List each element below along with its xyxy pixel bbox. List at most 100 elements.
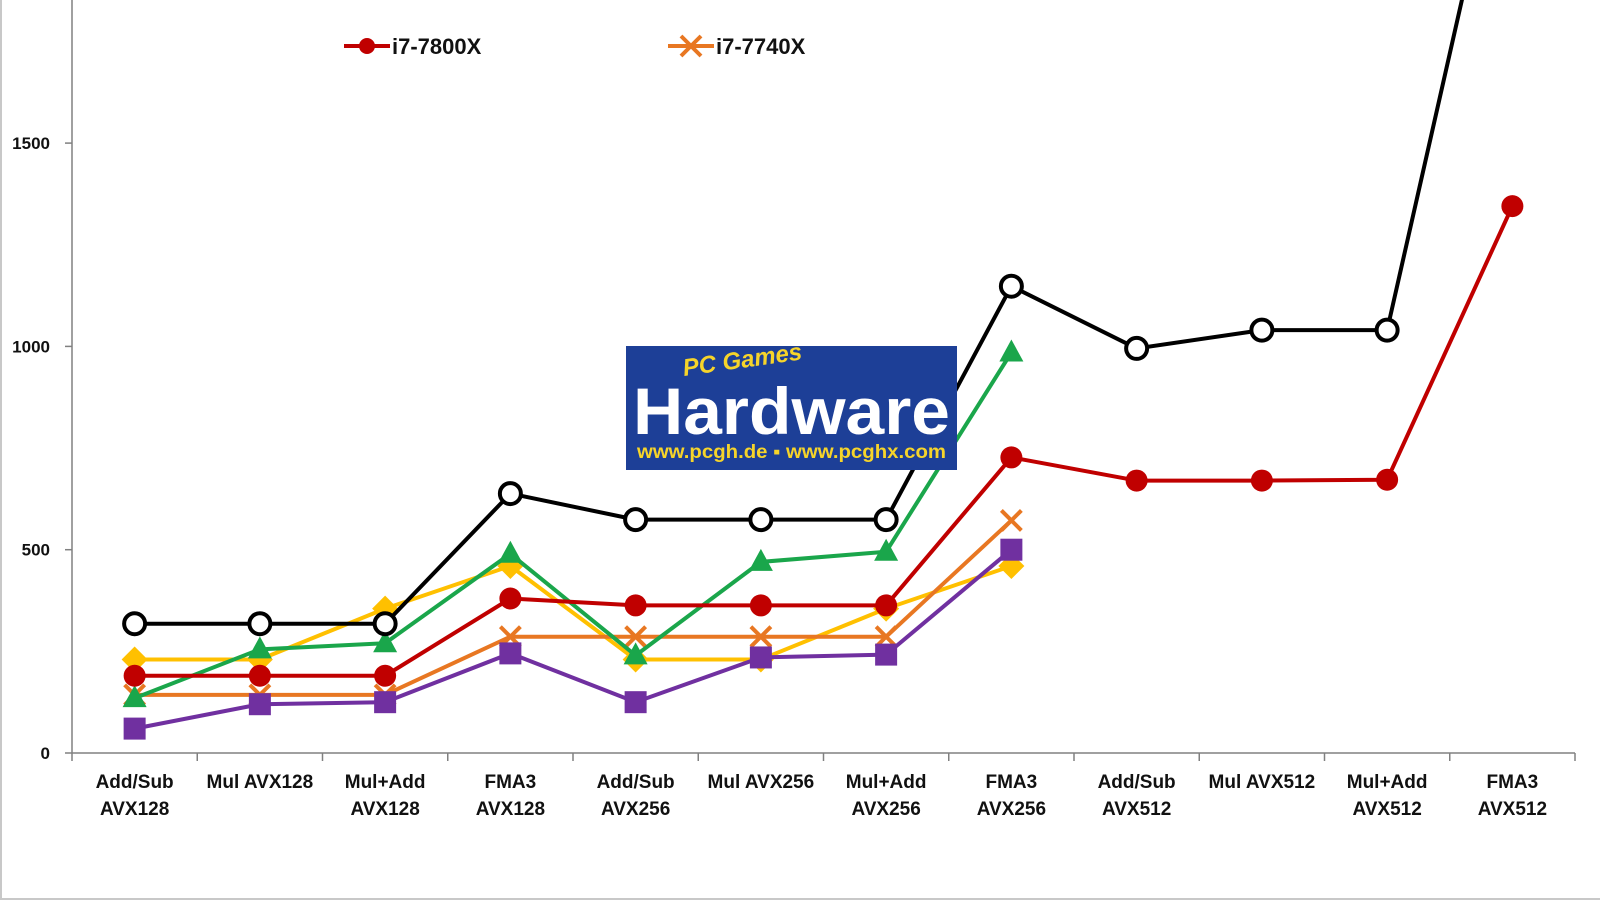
watermark-background (626, 346, 957, 470)
x-category-label-line: Add/Sub (1098, 772, 1176, 793)
data-point-open-circle (623, 507, 649, 533)
data-point-open-circle (1374, 317, 1400, 343)
data-point-open-circle (998, 273, 1024, 299)
data-point-triangle (874, 538, 899, 561)
data-point-open-circle (1124, 335, 1150, 361)
x-category-label-line: AVX512 (1102, 799, 1171, 820)
data-point-filled-circle (749, 594, 772, 617)
data-point-square (1000, 538, 1023, 561)
series-line-purple (134, 548, 1013, 731)
data-point-filled-circle (1000, 446, 1023, 469)
data-point-x (749, 625, 773, 649)
series-i7-7800X (123, 195, 1524, 687)
data-point-square (624, 691, 647, 714)
data-point-triangle (122, 685, 147, 708)
data-point-triangle (373, 630, 398, 653)
data-point-square (123, 717, 146, 740)
x-stroke (624, 625, 648, 649)
x-category-label: Add/Sub AVX128 (96, 772, 174, 820)
x-category-label-line: FMA3 (485, 772, 537, 793)
data-point-filled-circle (624, 594, 647, 617)
series-line-black (134, 0, 1464, 626)
series-line-i7-7800X (134, 205, 1515, 678)
x-category-label-line: Mul+Add (1347, 772, 1428, 793)
x-category-label: Add/Sub AVX256 (597, 772, 675, 820)
data-point-x (874, 625, 898, 649)
data-point-square (499, 642, 522, 665)
data-point-open-circle (873, 507, 899, 533)
x-category-label-line: Mul AVX256 (708, 772, 815, 793)
x-category-label-line: AVX256 (851, 799, 920, 820)
x-category-label-line: Mul+Add (846, 772, 927, 793)
y-tick-label: 0 (41, 744, 50, 763)
x-category-label-line: AVX256 (601, 799, 670, 820)
y-tick-label: 1500 (12, 134, 50, 153)
x-category-label: Mul AVX128 (207, 772, 314, 793)
data-point-filled-circle (374, 664, 397, 687)
data-point-filled-circle (499, 587, 522, 610)
x-category-label: Add/Sub AVX512 (1098, 772, 1176, 820)
data-point-triangle (748, 548, 773, 571)
data-point-x (679, 34, 703, 58)
watermark-urls: www.pcgh.de ▪ www.pcghx.com (636, 442, 946, 463)
data-point-filled-circle (123, 664, 146, 687)
x-category-label-line: AVX256 (977, 799, 1046, 820)
y-tick-label: 1000 (12, 337, 50, 356)
series-layer (121, 0, 1524, 740)
x-category-label-line: Mul AVX128 (207, 772, 314, 793)
x-category-label-line: Mul AVX512 (1209, 772, 1316, 793)
data-point-filled-circle (1376, 468, 1399, 491)
data-point-filled-circle (1501, 195, 1524, 218)
x-category-label-line: AVX512 (1352, 799, 1421, 820)
x-category-label-line: AVX128 (350, 799, 419, 820)
x-category-label: Mul+Add AVX256 (846, 772, 927, 820)
watermark-brand-big: Hardware (633, 374, 950, 448)
series-black (122, 0, 1464, 637)
x-category-label-line: FMA3 (1487, 772, 1539, 793)
data-point-triangle (999, 339, 1024, 362)
x-stroke (749, 625, 773, 649)
x-category-label: Mul AVX256 (708, 772, 815, 793)
data-point-diamond (121, 646, 148, 673)
data-point-filled-circle (1125, 469, 1148, 492)
series-line-i7-7740X (134, 518, 1013, 697)
legend-label: i7-7740X (716, 34, 806, 59)
data-point-square (374, 691, 397, 714)
x-stroke (874, 625, 898, 649)
data-point-triangle (247, 636, 272, 659)
x-category-label: FMA3 AVX256 (977, 772, 1046, 820)
y-tick-label: 500 (22, 541, 50, 560)
data-point-square (749, 646, 772, 669)
legend-label: i7-7800X (392, 34, 482, 59)
axes: 0 500 1000 1500 Add/Sub AVX128 Mul AVX128 Mul+A… (12, 0, 1576, 820)
x-category-label: FMA3 AVX512 (1478, 772, 1547, 820)
data-point-filled-circle (248, 664, 271, 687)
x-category-label-line: Add/Sub (96, 772, 174, 793)
x-category-label: FMA3 AVX128 (476, 772, 545, 820)
data-point-triangle (623, 642, 648, 665)
data-point-filled-circle (1250, 469, 1273, 492)
data-point-filled-circle (359, 38, 375, 54)
data-point-open-circle (748, 507, 774, 533)
series-line-green (133, 351, 1014, 700)
data-point-open-circle (247, 611, 273, 637)
x-category-label: Mul AVX512 (1209, 772, 1316, 793)
data-point-square (248, 693, 271, 716)
legend-item-i7-7800X: i7-7800X (344, 34, 482, 59)
legend: i7-7800X i7-7740X (344, 34, 806, 59)
x-category-label-line: Add/Sub (597, 772, 675, 793)
x-category-label: Mul+Add AVX128 (345, 772, 426, 820)
x-category-label-line: Mul+Add (345, 772, 426, 793)
data-point-open-circle (1249, 317, 1275, 343)
data-point-open-circle (122, 611, 148, 637)
data-point-open-circle (372, 611, 398, 637)
data-point-open-circle (497, 481, 523, 507)
x-category-label-line: AVX512 (1478, 799, 1547, 820)
data-point-x (999, 509, 1023, 532)
series-line-yellow (134, 563, 1013, 662)
x-category-label-line: AVX128 (476, 799, 545, 820)
series-purple (123, 538, 1023, 740)
data-point-square (875, 643, 898, 666)
x-stroke (679, 34, 703, 58)
